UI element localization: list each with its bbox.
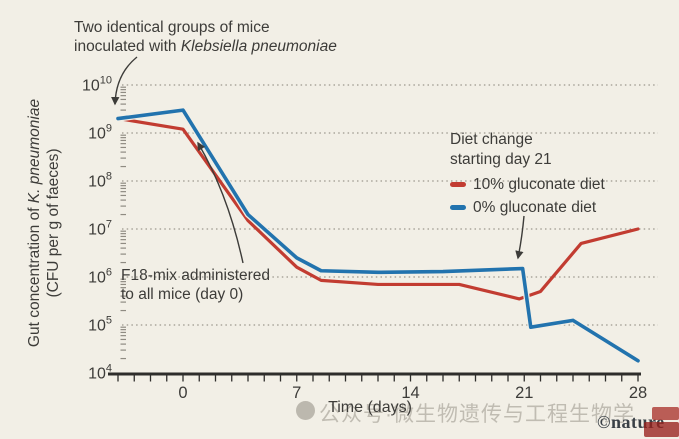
legend-title: Diet change starting day 21 <box>450 130 605 170</box>
annotation-inoculation-text2: inoculated with <box>74 38 181 55</box>
legend-swatch-red-line-icon <box>450 182 466 187</box>
svg-text:0: 0 <box>178 384 187 402</box>
svg-text:1010: 1010 <box>82 75 112 95</box>
y-axis-title-species: K. pneumoniae <box>26 98 43 204</box>
corner-watermark-fragment-top <box>652 407 679 420</box>
svg-text:14: 14 <box>401 384 419 402</box>
watermark-text: 公众号·微生物遗传与工程生物学 <box>319 403 635 426</box>
y-axis-title-prefix: Gut concentration of <box>26 203 43 348</box>
annotation-inoculation-species: Klebsiella pneumoniae <box>180 38 337 55</box>
annotation-f18-line2: to all mice (day 0) <box>121 286 244 303</box>
svg-text:28: 28 <box>629 384 647 402</box>
legend-title-line1: Diet change <box>450 131 533 148</box>
legend-label-10pct: 10% gluconate diet <box>473 175 605 193</box>
watermark-logo-icon <box>296 401 315 420</box>
svg-text:109: 109 <box>88 123 112 143</box>
svg-text:7: 7 <box>292 384 301 402</box>
corner-watermark-fragment-bottom <box>644 422 679 437</box>
legend-label-0pct: 0% gluconate diet <box>473 198 597 216</box>
svg-text:104: 104 <box>88 363 112 383</box>
legend-swatch-blue-line-icon <box>450 205 466 210</box>
svg-text:21: 21 <box>515 384 533 402</box>
annotation-inoculation-text1: Two identical groups of mice <box>74 19 270 36</box>
svg-text:105: 105 <box>88 315 112 335</box>
svg-text:106: 106 <box>88 267 112 287</box>
x-axis-label: Time (days) <box>328 399 412 416</box>
annotation-inoculation: Two identical groups of mice inoculated … <box>74 18 337 56</box>
annotation-inoculation-line1: Two identical groups of mice <box>74 18 337 37</box>
annotation-inoculation-line2: inoculated with Klebsiella pneumoniae <box>74 37 337 56</box>
svg-text:108: 108 <box>88 171 112 191</box>
y-axis-title-line2: (CFU per g of faeces) <box>45 148 62 298</box>
svg-text:107: 107 <box>88 219 112 239</box>
y-axis-title-line1: Gut concentration of K. pneumoniae <box>25 73 44 373</box>
annotation-f18-line1: F18-mix administered <box>121 267 271 284</box>
legend: Diet change starting day 21 10% gluconat… <box>450 130 605 219</box>
y-axis-title: Gut concentration of K. pneumoniae (CFU … <box>25 73 63 373</box>
annotation-f18: F18-mix administered to all mice (day 0) <box>121 266 270 304</box>
legend-title-line2: starting day 21 <box>450 151 552 168</box>
legend-item-10pct-gluconate: 10% gluconate diet <box>450 173 605 196</box>
legend-item-0pct-gluconate: 0% gluconate diet <box>450 196 605 219</box>
